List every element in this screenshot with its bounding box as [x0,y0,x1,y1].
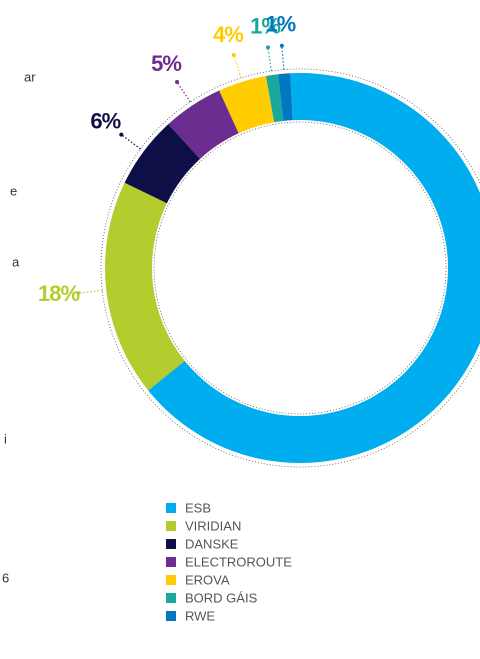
leader-line [78,289,103,294]
legend-swatch [166,575,176,585]
inner-ring [153,121,447,415]
data-label: 6% [90,108,120,133]
legend-label: VIRIDIAN [185,518,241,533]
legend-swatch [166,539,176,549]
leader-dot [76,291,81,296]
legend-label: DANSKE [185,536,239,551]
slice [124,124,201,204]
data-label: 18% [38,281,79,306]
leader-line [120,134,141,150]
leader-dot [231,53,236,58]
side-text: a [12,254,20,269]
slice [278,73,293,121]
leader-line [281,45,285,70]
data-label: 1% [265,12,295,37]
leader-line [176,81,191,103]
leader-line [267,47,272,72]
leader-dot [279,43,284,48]
side-text: e [10,183,17,198]
legend-swatch [166,503,176,513]
legend-swatch [166,557,176,567]
leader-line [233,54,242,79]
legend-swatch [166,593,176,603]
slice [219,76,275,134]
legend-swatch [166,521,176,531]
legend-label: EROVA [185,572,230,587]
data-label: 1% [250,13,280,38]
slice [168,90,239,159]
legend-label: BORD GÁIS [185,590,258,605]
slice [104,182,185,391]
legend-swatch [166,611,176,621]
data-label: 4% [213,22,243,47]
legend-label: RWE [185,608,215,623]
legend-label: ESB [185,500,211,515]
side-text: i [4,431,7,446]
leader-dot [175,79,180,84]
legend-label: ELECTROROUTE [185,554,292,569]
side-text: ar [24,69,36,84]
leader-dot [265,45,270,50]
data-label: 5% [151,51,181,76]
outer-ring [100,68,480,468]
leader-dot [119,132,124,137]
side-text: 6 [2,570,9,585]
slice [265,74,284,123]
